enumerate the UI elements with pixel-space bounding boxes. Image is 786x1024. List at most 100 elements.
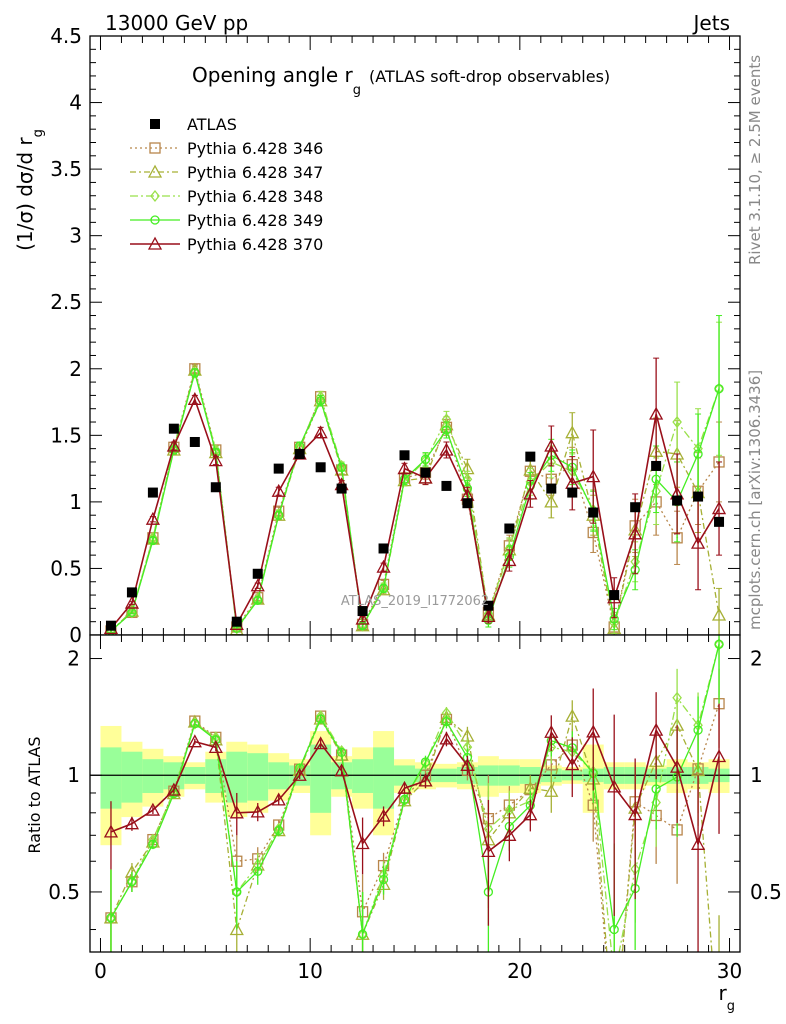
legend-marker xyxy=(147,236,163,250)
main-plot-area xyxy=(103,315,727,635)
ratio-point xyxy=(649,722,664,736)
x-axis-label: rg xyxy=(719,981,736,1014)
ratio-point xyxy=(544,783,559,797)
ratio-plot-background xyxy=(90,635,740,952)
ratio-point xyxy=(274,825,284,836)
ratio-y-tick-label: 1 xyxy=(67,763,80,787)
ratio-point xyxy=(399,794,410,807)
data-point xyxy=(649,406,664,420)
data-point xyxy=(124,595,140,609)
ratio-point xyxy=(208,739,223,753)
atlas-point xyxy=(588,507,599,518)
legend-entry-atlas: ATLAS xyxy=(150,115,237,134)
data-point xyxy=(190,368,200,378)
ratio-line xyxy=(110,713,713,952)
atlas-point xyxy=(336,483,347,494)
stat-uncertainty-band xyxy=(121,751,143,803)
ratio-y-tick-label-right: 2 xyxy=(750,647,763,671)
y-tick-label: 2 xyxy=(69,357,82,381)
ratio-series-4 xyxy=(103,688,727,952)
y-tick-label: 1.5 xyxy=(50,423,82,447)
legend-marker xyxy=(149,142,161,154)
ratio-point xyxy=(166,782,181,796)
data-point xyxy=(145,511,160,525)
ratio-point xyxy=(523,807,538,821)
ratio-point xyxy=(127,877,137,887)
analysis-watermark: ATLAS_2019_I1772062 xyxy=(341,594,489,609)
y-tick-label: 4 xyxy=(69,91,82,115)
data-point xyxy=(441,425,452,435)
x-tick-label: 10 xyxy=(297,959,322,983)
atlas-point xyxy=(504,523,515,534)
data-point xyxy=(711,501,727,515)
y-axis-label-ratio: Ratio to ATLAS xyxy=(25,736,44,853)
atlas-point xyxy=(630,502,641,513)
ratio-point xyxy=(565,708,580,722)
ratio-point xyxy=(103,824,119,838)
ratio-point xyxy=(711,749,727,763)
ratio-point xyxy=(145,802,160,816)
ratio-point xyxy=(250,804,265,818)
ratio-point xyxy=(690,836,706,850)
ratio-point xyxy=(397,780,412,794)
ratio-point xyxy=(378,874,389,885)
stat-uncertainty-band xyxy=(247,753,269,801)
atlas-point xyxy=(546,483,557,494)
data-point xyxy=(502,553,517,567)
atlas-point xyxy=(567,487,578,498)
data-point xyxy=(628,526,643,540)
ratio-point xyxy=(229,805,244,819)
legend-label: Pythia 6.428 348 xyxy=(187,187,323,206)
atlas-point xyxy=(168,423,179,434)
data-point xyxy=(544,438,559,452)
atlas-point xyxy=(252,568,263,579)
ratio-point xyxy=(271,792,286,806)
data-point xyxy=(315,396,326,406)
legend-label: Pythia 6.428 347 xyxy=(187,163,323,182)
ratio-point xyxy=(336,747,347,758)
ratio-point xyxy=(607,779,622,793)
ratio-point xyxy=(232,887,242,897)
ratio-y-tick-label: 2 xyxy=(67,647,80,671)
atlas-point xyxy=(525,451,536,462)
data-point xyxy=(376,559,391,573)
process-label: 13000 GeV pp xyxy=(105,11,248,35)
y-tick-label: 1 xyxy=(69,490,82,514)
ratio-point xyxy=(672,691,682,704)
ratio-point xyxy=(441,716,452,727)
ratio-point xyxy=(315,714,326,724)
legend-entry-1: Pythia 6.428 347 xyxy=(130,163,323,182)
ratio-point xyxy=(292,767,307,781)
atlas-point xyxy=(357,606,368,617)
legend-label: Pythia 6.428 346 xyxy=(187,139,323,158)
atlas-point xyxy=(105,620,116,631)
stat-uncertainty-band xyxy=(205,759,227,793)
atlas-point xyxy=(231,616,242,627)
data-point xyxy=(523,486,538,500)
atlas-point xyxy=(315,462,326,473)
y-tick-label: 0.5 xyxy=(50,556,82,580)
rivet-version-text: Rivet 3.1.10, ≥ 2.5M events xyxy=(746,55,764,265)
ratio-point xyxy=(355,836,370,850)
stat-uncertainty-band xyxy=(352,759,374,793)
ratio-point xyxy=(418,773,433,787)
atlas-point xyxy=(609,590,620,601)
data-point xyxy=(148,535,158,546)
data-point xyxy=(651,474,661,484)
atlas-point xyxy=(651,460,662,471)
atlas-point xyxy=(294,448,305,459)
ratio-point xyxy=(124,816,140,830)
atlas-point xyxy=(273,463,284,474)
atlas-point xyxy=(420,467,431,478)
x-tick-label: 0 xyxy=(94,959,107,983)
ratio-point xyxy=(190,718,200,729)
ratio-point xyxy=(190,717,200,730)
main-panel: 0 0.5 1 1.5 2 2.5 3 3.5 4 4.5 xyxy=(50,24,741,647)
data-point xyxy=(271,483,286,497)
legend-entry-0: Pythia 6.428 346 xyxy=(130,139,323,158)
legend-label: ATLAS xyxy=(187,115,237,134)
data-point xyxy=(399,474,410,484)
legend-marker xyxy=(147,164,163,178)
legend-entry-4: Pythia 6.428 370 xyxy=(130,235,323,254)
atlas-point xyxy=(189,436,200,447)
